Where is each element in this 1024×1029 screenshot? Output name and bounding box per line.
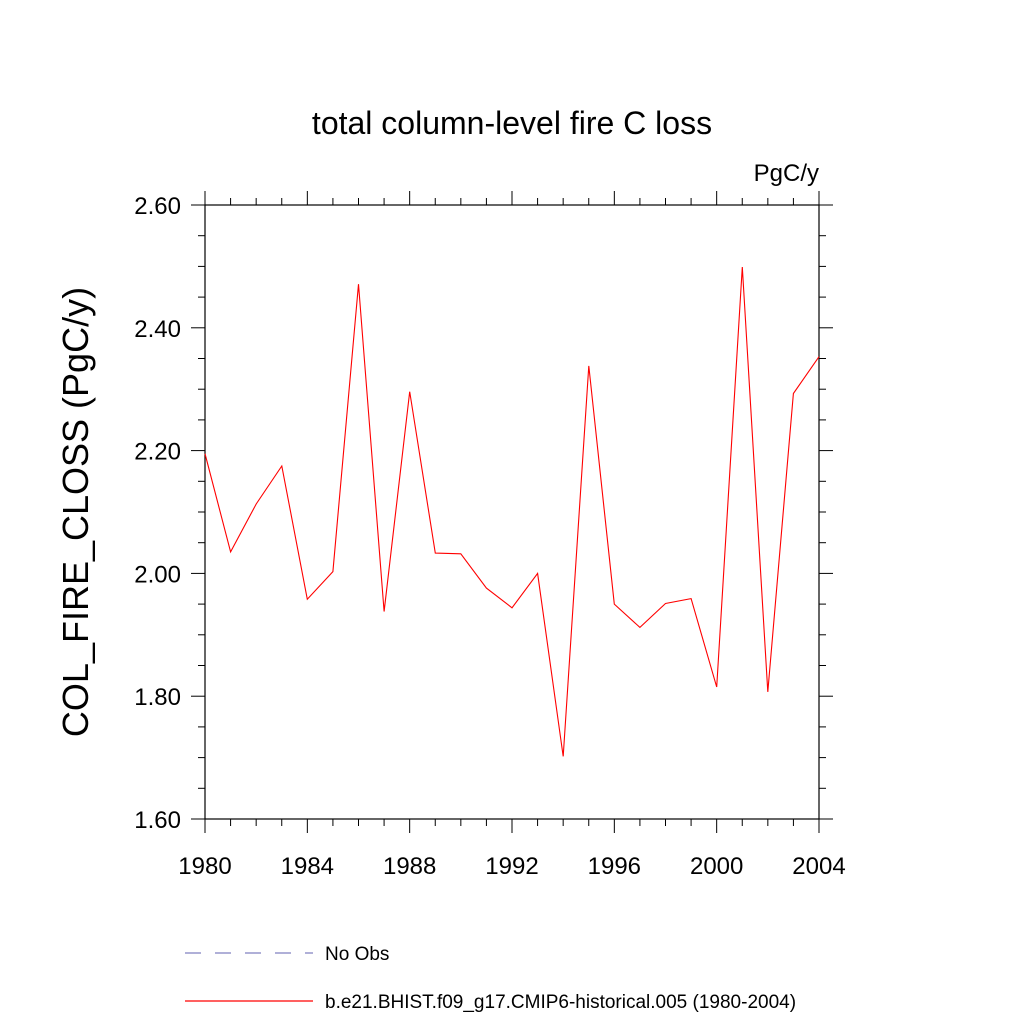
x-tick-label: 1980 [178,853,231,880]
chart-title: total column-level fire C loss [312,105,712,141]
x-tick-label: 1988 [383,853,436,880]
x-axis: 1980 1984 1988 1992 1996 2000 2004 [178,191,846,880]
series-layer [204,266,820,757]
y-tick-label: 1.80 [134,684,181,711]
x-tick-label: 1996 [588,853,641,880]
y-axis: 1.60 1.80 2.00 2.20 2.40 2.60 [134,193,833,834]
legend-label-no-obs: No Obs [325,944,389,965]
units-label: PgC/y [754,160,819,187]
y-tick-label: 1.60 [134,807,181,834]
y-tick-label: 2.40 [134,316,181,343]
y-tick-label: 2.60 [134,193,181,220]
legend-label-historical: b.e21.BHIST.f09_g17.CMIP6-historical.005… [325,992,796,1013]
x-tick-label: 1992 [485,853,538,880]
x-tick-label: 1984 [281,853,334,880]
y-axis-label: COL_FIRE_CLOSS (PgC/y) [55,287,96,737]
x-tick-label: 2004 [792,853,845,880]
legend: No Obs b.e21.BHIST.f09_g17.CMIP6-histori… [185,944,796,1013]
x-tick-label: 2000 [690,853,743,880]
y-tick-label: 2.00 [134,561,181,588]
series-line [204,266,820,757]
y-tick-label: 2.20 [134,439,181,466]
